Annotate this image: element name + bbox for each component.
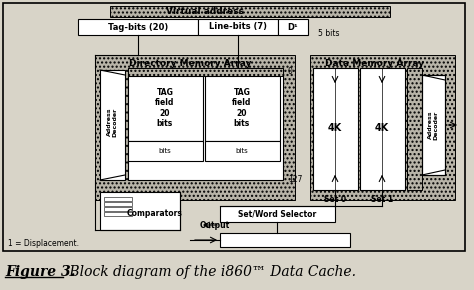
Text: TAG
field
20
bits: TAG field 20 bits (232, 88, 252, 128)
Text: Data Memory Array: Data Memory Array (326, 59, 425, 68)
Bar (104, 212, 132, 216)
Text: Set/Word Selector: Set/Word Selector (238, 209, 316, 218)
Bar (422, 75, 445, 175)
Bar (110, 6, 390, 17)
Text: bits: bits (159, 148, 172, 154)
Bar (422, 75, 445, 175)
Bar (128, 68, 283, 76)
Text: TAG
field
20
bits: TAG field 20 bits (155, 88, 175, 128)
Bar (220, 233, 350, 247)
Text: Block diagram of the i860™ Data Cache.: Block diagram of the i860™ Data Cache. (65, 265, 356, 279)
Text: Tag-bits (20): Tag-bits (20) (108, 23, 168, 32)
Bar (128, 141, 203, 161)
Text: Virtual address: Virtual address (166, 8, 244, 17)
Bar (100, 70, 125, 180)
Text: Set 0: Set 0 (324, 195, 346, 204)
Bar (78, 19, 198, 35)
Bar (100, 192, 180, 230)
Bar (360, 68, 405, 190)
Text: 0: 0 (288, 66, 293, 75)
Bar (278, 19, 308, 35)
Bar (220, 206, 335, 222)
Bar (3, 3, 465, 251)
Bar (128, 68, 283, 180)
Bar (95, 55, 295, 200)
Bar (205, 76, 280, 141)
Bar (313, 68, 358, 190)
Text: 5 bits: 5 bits (318, 28, 339, 37)
Bar (310, 55, 455, 200)
Text: Address
Decoder: Address Decoder (107, 107, 118, 137)
Bar (104, 202, 132, 206)
Text: Line-bits (7): Line-bits (7) (209, 23, 267, 32)
Text: 4K: 4K (375, 123, 389, 133)
Text: 127: 127 (288, 175, 302, 184)
Text: Figure 3.: Figure 3. (5, 265, 75, 279)
Bar (422, 75, 445, 175)
Text: 1 = Displacement.: 1 = Displacement. (8, 238, 79, 247)
Text: Address
Decoder: Address Decoder (428, 110, 438, 139)
Text: Comparators: Comparators (127, 209, 183, 218)
Bar (198, 19, 278, 35)
Text: Directory Memory Array: Directory Memory Array (129, 59, 251, 68)
Text: Output: Output (200, 220, 230, 229)
Text: D¹: D¹ (288, 23, 298, 32)
Bar (205, 141, 280, 161)
Bar (104, 207, 132, 211)
Text: Set 1: Set 1 (371, 195, 393, 204)
Text: bits: bits (236, 148, 248, 154)
Bar (128, 76, 203, 141)
Text: 4K: 4K (328, 123, 342, 133)
Bar (104, 197, 132, 201)
Bar (407, 68, 422, 190)
